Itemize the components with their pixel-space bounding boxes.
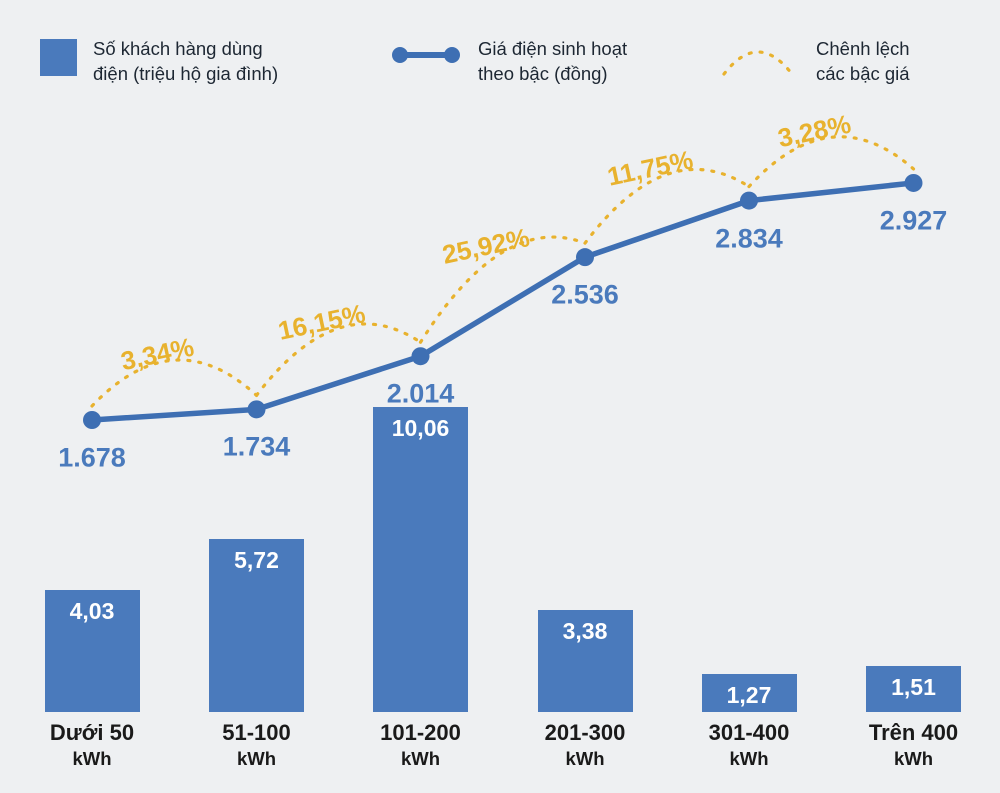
category-range: Trên 400 (868, 720, 959, 745)
diff-percent-label-2: 25,92% (440, 222, 532, 270)
legend-item-customers: Số khách hàng dùng điện (triệu hộ gia đì… (40, 36, 278, 86)
category-unit: kWh (893, 748, 934, 769)
legend-label-price: Giá điện sinh hoạt theo bậc (đồng) (478, 38, 628, 84)
bar-value-label: 4,03 (69, 597, 115, 624)
legend-item-price: Giá điện sinh hoạt theo bậc (đồng) (390, 36, 627, 86)
dashed-arc-icon (722, 50, 794, 76)
price-line (89, 180, 917, 423)
diff-arc-2 (418, 235, 587, 344)
legend-label-diff: Chênh lệch các bậc giá (816, 38, 910, 84)
category-unit: kWh (565, 748, 605, 769)
bar-1: 5,72 (209, 538, 304, 712)
category-range: Dưới 50 (49, 720, 135, 745)
category-unit: kWh (236, 748, 277, 769)
diff-arc-4 (747, 135, 916, 189)
category-label-3: 201-300 kWh (503, 719, 667, 772)
price-value-label-3: 2.536 (551, 279, 619, 310)
category-range: 51-100 (222, 720, 291, 745)
bar-0: 4,03 (44, 589, 140, 712)
category-unit: kWh (729, 748, 769, 769)
price-value-label-0: 1.678 (58, 442, 126, 473)
category-range: 201-300 (544, 720, 626, 745)
price-value-label-5: 2.927 (879, 205, 948, 236)
bar-value-label: 1,51 (891, 674, 936, 701)
diff-percent-label-3: 11,75% (605, 144, 696, 191)
price-value-label-2: 2.014 (386, 378, 455, 409)
bar-value-label: 3,38 (562, 617, 608, 644)
diff-percent-label-0: 3,34% (118, 332, 196, 377)
legend-label-customers: Số khách hàng dùng điện (triệu hộ gia đì… (93, 38, 279, 84)
line-with-dots-icon (392, 47, 460, 63)
bar-value-label: 1,27 (726, 681, 772, 708)
category-label-0: Dưới 50 kWh (10, 719, 174, 772)
bar-3: 3,38 (537, 609, 633, 712)
price-point-1 (247, 400, 266, 419)
category-label-1: 51-100 kWh (175, 719, 339, 772)
price-point-5 (904, 173, 923, 192)
bar-swatch-icon (40, 39, 77, 76)
price-value-label-4: 2.834 (715, 223, 783, 254)
price-point-0 (83, 411, 101, 429)
category-label-2: 101-200 kWh (339, 719, 503, 772)
bar-2: 10,06 (373, 407, 468, 712)
category-range: 301-400 (708, 720, 790, 745)
bar-4: 1,27 (701, 673, 797, 712)
category-label-4: 301-400 kWh (667, 719, 831, 772)
bar-value-label: 10,06 (391, 415, 450, 442)
bar-5: 1,51 (866, 666, 961, 712)
category-label-5: Trên 400 kWh (832, 719, 996, 772)
legend-item-diff: Chênh lệch các bậc giá (716, 36, 910, 86)
price-point-3 (576, 248, 594, 267)
price-point-4 (740, 191, 758, 210)
diff-arc-0 (90, 358, 259, 408)
diff-arc-3 (583, 167, 751, 245)
category-unit: kWh (400, 748, 441, 769)
diff-percent-label-1: 16,15% (275, 298, 367, 346)
diff-percent-label-4: 3,28% (775, 109, 853, 154)
category-unit: kWh (72, 748, 112, 769)
category-range: 101-200 (380, 720, 461, 745)
price-value-label-1: 1.734 (222, 431, 291, 462)
bar-value-label: 5,72 (234, 546, 279, 573)
price-point-2 (411, 347, 430, 366)
